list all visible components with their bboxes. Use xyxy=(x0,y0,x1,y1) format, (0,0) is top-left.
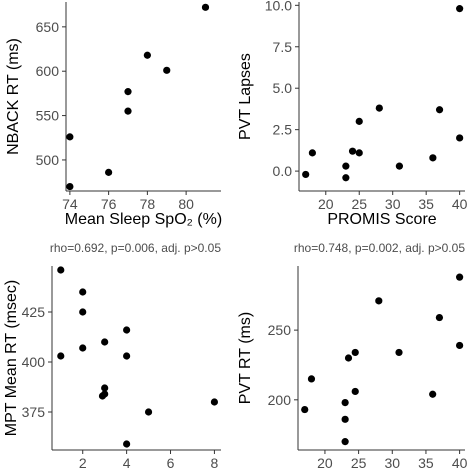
x-tick-label: 20 xyxy=(317,455,333,471)
data-point xyxy=(302,170,310,179)
y-tick-label: 550 xyxy=(36,108,60,124)
x-tick-label: 2 xyxy=(79,455,87,471)
data-point xyxy=(429,154,437,162)
x-tick-label: 8 xyxy=(211,455,219,471)
data-point xyxy=(308,149,316,157)
data-point xyxy=(344,354,353,362)
stat-annotation: rho=0.692, p=0.006, adj. p>0.05 xyxy=(50,241,221,255)
y-tick-label: 375 xyxy=(22,404,46,420)
data-point xyxy=(355,117,363,125)
data-point xyxy=(456,341,464,350)
y-tick-label: 5.0 xyxy=(273,80,293,96)
stat-annotation: rho=0.748, p=0.002, adj. p>0.05 xyxy=(294,241,465,255)
data-point xyxy=(123,440,131,448)
y-tick-label: 0.0 xyxy=(273,163,293,179)
data-point xyxy=(57,352,65,360)
y-axis-title: PVT RT (ms) xyxy=(237,312,254,404)
x-tick-label: 80 xyxy=(178,196,194,212)
data-point xyxy=(124,88,132,96)
data-point xyxy=(98,392,107,400)
data-point xyxy=(355,149,363,157)
data-point xyxy=(101,338,109,346)
y-tick-label: 650 xyxy=(36,19,60,35)
data-point xyxy=(456,273,464,281)
data-point xyxy=(66,133,74,141)
data-point xyxy=(456,134,464,142)
data-point xyxy=(105,168,113,176)
data-point xyxy=(342,174,350,182)
data-point xyxy=(123,352,131,360)
x-tick-label: 25 xyxy=(351,196,367,212)
data-point xyxy=(301,405,309,414)
data-point xyxy=(307,375,316,383)
data-point xyxy=(351,387,359,396)
panel-pvt_rt: 20 25 30 35 40 200 250 PVT RT (ms) rho=0.748, p=… xyxy=(237,241,468,471)
data-point xyxy=(57,266,65,274)
x-tick-label: 25 xyxy=(351,455,367,471)
data-point xyxy=(79,308,87,316)
data-point xyxy=(341,399,349,407)
data-point xyxy=(79,344,87,352)
data-point xyxy=(341,415,349,423)
x-tick-label: 35 xyxy=(418,455,434,471)
data-point xyxy=(123,326,131,334)
y-axis-title: NBACK RT (ms) xyxy=(5,38,22,155)
x-tick-label: 78 xyxy=(140,196,156,212)
y-tick-label: 500 xyxy=(36,152,60,168)
y-tick-label: 600 xyxy=(36,63,60,79)
panel-nback: 74 76 78 80 500 550 600 650 NBACK RT (ms) Mean Sl… xyxy=(5,2,222,228)
x-axis-title: Mean Sleep SpO₂ (%) xyxy=(65,211,222,228)
data-point xyxy=(66,182,74,191)
data-point xyxy=(101,384,109,392)
data-point xyxy=(163,66,171,74)
data-point xyxy=(435,313,444,322)
data-point xyxy=(395,348,403,357)
x-tick-label: 6 xyxy=(167,455,175,471)
x-tick-label: 40 xyxy=(452,196,468,212)
data-point xyxy=(201,3,210,11)
x-tick-label: 40 xyxy=(452,455,468,471)
y-tick-label: 400 xyxy=(22,354,46,370)
data-point xyxy=(375,104,383,112)
data-point xyxy=(342,162,350,170)
x-tick-label: 4 xyxy=(123,455,131,471)
x-tick-label: 30 xyxy=(384,455,400,471)
x-tick-label: 30 xyxy=(385,196,401,212)
y-axis-title: PVT Lapses xyxy=(237,53,254,140)
data-point xyxy=(375,297,383,305)
y-tick-label: 10.0 xyxy=(265,0,292,13)
y-tick-label: 425 xyxy=(22,304,46,320)
x-axis-title: PROMIS Score xyxy=(327,211,436,228)
data-point xyxy=(395,162,404,170)
x-tick-label: 20 xyxy=(318,196,334,212)
data-point xyxy=(143,51,151,59)
x-tick-label: 76 xyxy=(101,196,117,212)
x-tick-label: 74 xyxy=(62,196,78,212)
data-point xyxy=(456,5,464,13)
data-point xyxy=(435,106,444,114)
panel-pvt_lapses: 20 25 30 35 40 0.0 2.5 5.0 7.5 10.0 PVT Lapses PROM… xyxy=(237,0,468,228)
y-tick-label: 2.5 xyxy=(273,122,293,138)
data-point xyxy=(210,398,219,406)
data-point xyxy=(79,288,87,296)
data-point xyxy=(124,107,132,115)
data-point xyxy=(341,438,349,446)
data-point xyxy=(351,348,359,357)
y-tick-label: 200 xyxy=(268,392,292,408)
data-point xyxy=(429,390,437,398)
data-point xyxy=(348,147,357,155)
x-tick-label: 35 xyxy=(418,196,434,212)
data-point xyxy=(144,408,153,416)
y-tick-label: 7.5 xyxy=(273,39,293,55)
y-tick-label: 250 xyxy=(268,322,292,338)
y-axis-title: MPT Mean RT (msec) xyxy=(3,280,20,436)
